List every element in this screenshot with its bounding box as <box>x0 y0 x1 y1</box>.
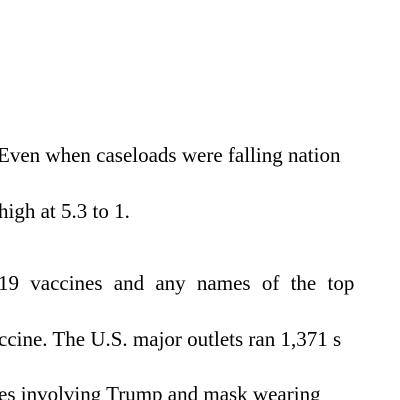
text-line-5: es involving Trump and mask wearing <box>0 384 321 400</box>
text-line-3: 19 vaccines and any names of the top <box>0 273 354 294</box>
text-line-4: ccine. The U.S. major outlets ran 1,371 … <box>0 329 341 350</box>
text-line-1: Even when caseloads were falling nation <box>0 145 340 166</box>
text-line-2: high at 5.3 to 1. <box>0 201 130 222</box>
